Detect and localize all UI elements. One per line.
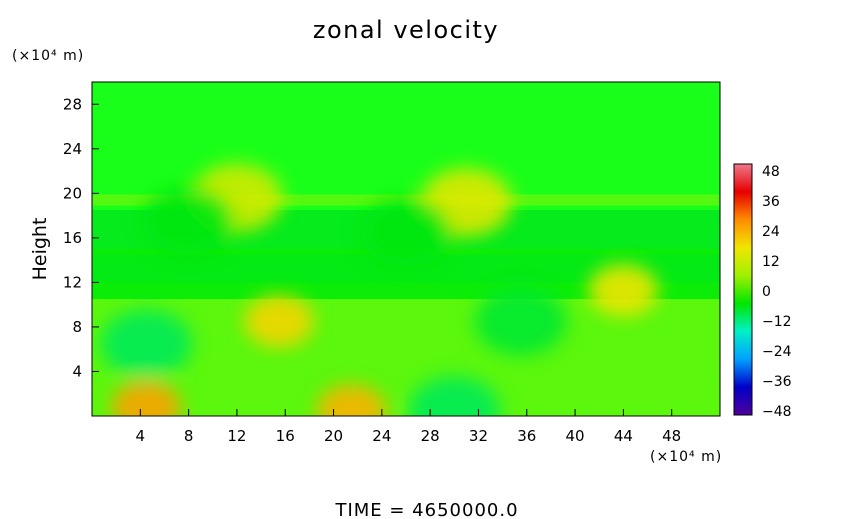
plot-frame xyxy=(91,81,721,417)
velocity-feature-3 xyxy=(244,295,315,348)
x-tick-label: 48 xyxy=(662,427,681,445)
x-tick-label: 24 xyxy=(372,427,391,445)
colorbar-tick-label: 48 xyxy=(762,164,780,180)
x-tick-label: 12 xyxy=(227,427,246,445)
velocity-feature-2 xyxy=(316,384,387,416)
plot-area xyxy=(91,81,721,417)
x-tick-label: 40 xyxy=(566,427,585,445)
velocity-features xyxy=(100,163,659,416)
x-tick-label: 28 xyxy=(421,427,440,445)
velocity-feature-1 xyxy=(111,381,182,416)
velocity-feature-10 xyxy=(360,198,452,267)
time-label: TIME = 4650000.0 xyxy=(334,500,518,519)
colorbar-tick-label: −48 xyxy=(762,404,792,420)
x-tick-label: 36 xyxy=(517,427,536,445)
band-boundary-layer xyxy=(92,299,720,416)
x-tick-label: 16 xyxy=(276,427,295,445)
colorbar-ticks: 48 36 24 12 0 −12 −24 −36 −48 xyxy=(762,164,792,420)
x-tick-label: 32 xyxy=(469,427,488,445)
colorbar-tick-label: −12 xyxy=(762,314,792,330)
y-tick-label: 12 xyxy=(63,273,82,291)
y-tick-label: 16 xyxy=(63,229,82,247)
colorbar-tick-label: −24 xyxy=(762,344,792,360)
y-tick-label: 24 xyxy=(63,140,82,158)
y-tick-label: 20 xyxy=(63,184,82,202)
y-tick-label: 4 xyxy=(72,362,82,380)
colorbar-tick-label: 36 xyxy=(762,194,780,210)
y-tick-label: 8 xyxy=(72,318,82,336)
x-tick-label: 20 xyxy=(324,427,343,445)
colorbar-tick-label: −36 xyxy=(762,374,792,390)
velocity-feature-11 xyxy=(142,187,235,256)
colorbar-scale xyxy=(733,163,753,416)
colorbar-tick-label: 0 xyxy=(762,284,771,300)
x-tick-label: 8 xyxy=(184,427,194,445)
y-tick-label: 28 xyxy=(63,95,82,113)
x-tick-label: 44 xyxy=(614,427,633,445)
colorbar: 48 36 24 12 0 −12 −24 −36 −48 xyxy=(733,163,792,420)
y-axis-label: Height xyxy=(29,218,51,281)
chart-title: zonal velocity xyxy=(313,16,499,44)
velocity-feature-5 xyxy=(408,376,501,416)
colorbar-tick-label: 12 xyxy=(762,254,780,270)
colorbar-tick-label: 24 xyxy=(762,224,780,240)
x-tick-label: 4 xyxy=(136,427,146,445)
x-axis: 4 8 12 16 20 24 28 32 36 40 44 48 xyxy=(136,409,681,445)
velocity-feature-4 xyxy=(100,309,193,378)
velocity-feature-9 xyxy=(588,264,659,317)
y-axis-unit: (×10⁴ m) xyxy=(12,48,84,64)
velocity-feature-6 xyxy=(474,287,567,356)
x-axis-unit: (×10⁴ m) xyxy=(650,449,722,465)
y-axis: 4 8 12 16 20 24 28 xyxy=(63,95,99,380)
